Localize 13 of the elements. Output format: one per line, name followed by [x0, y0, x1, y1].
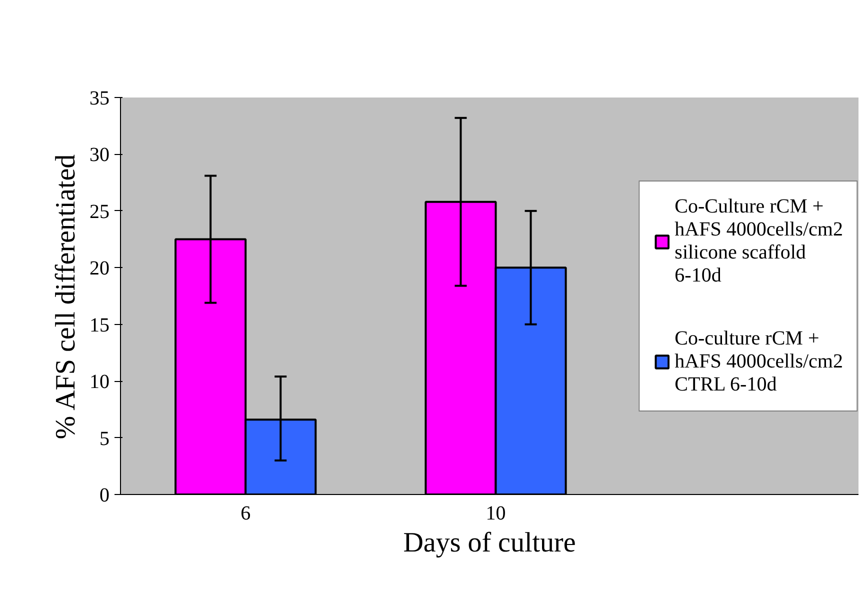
y-axis-title: % AFS cell differentiated [50, 154, 82, 440]
y-tick-label: 30 [90, 144, 110, 166]
y-tick-label: 0 [100, 484, 110, 506]
legend-label: Co-Culture rCM + hAFS 4000cells/cm2 silicone scaffold 6-10d [674, 195, 843, 287]
y-tick-label: 10 [90, 371, 110, 394]
y-tick-label: 5 [100, 428, 110, 450]
x-tick-label: 6 [240, 502, 251, 524]
y-tick-label: 35 [90, 88, 110, 110]
y-tick-label: 25 [90, 200, 110, 223]
x-axis-title: Days of culture [403, 528, 576, 558]
y-tick-label: 15 [90, 314, 110, 336]
legend-label: Co-culture rCM + hAFS 4000cells/cm2 CTRL 6-10d [674, 327, 843, 396]
y-tick-label: 20 [90, 258, 110, 280]
